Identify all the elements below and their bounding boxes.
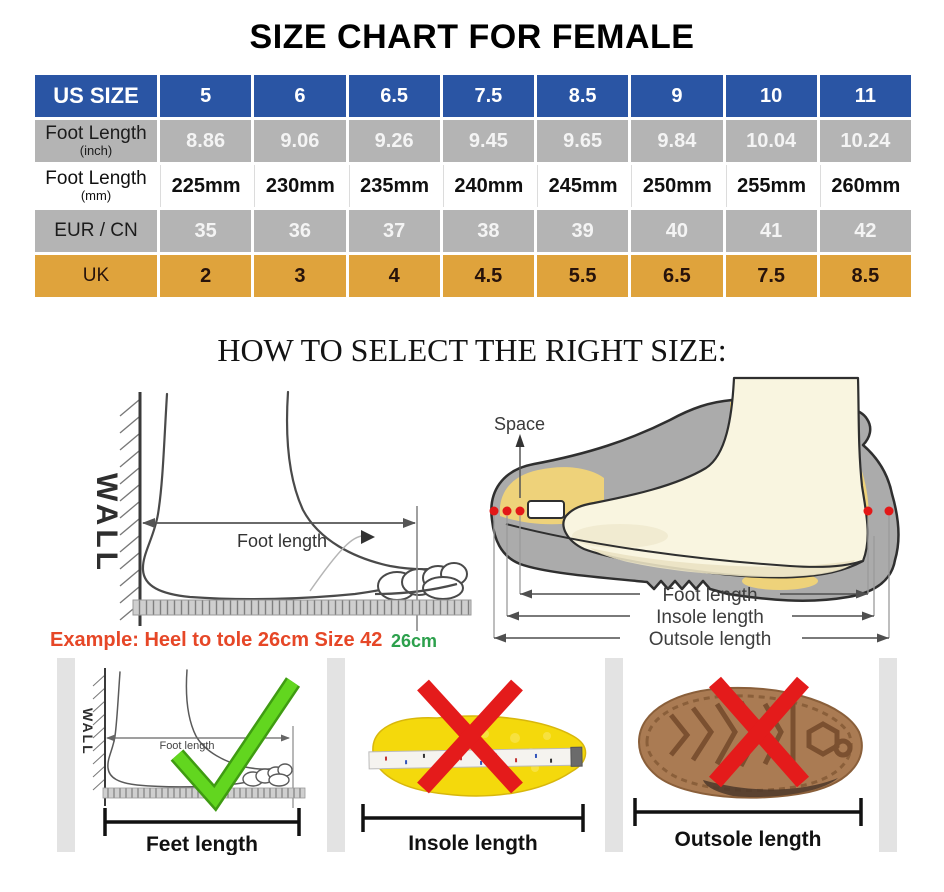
size-cell: 5.5 xyxy=(537,255,629,297)
table-row-3: EUR / CN 35 36 37 38 39 40 41 42 xyxy=(35,210,911,252)
size-cell: 230mm xyxy=(254,165,346,207)
space-label: Space xyxy=(494,414,545,434)
size-cell: 3 xyxy=(254,255,346,297)
size-cell: 9.06 xyxy=(254,120,346,162)
measure-point-dots xyxy=(489,506,894,516)
small-arrow xyxy=(361,530,375,544)
size-cell: 8.5 xyxy=(819,255,911,297)
size-cell: 41 xyxy=(725,210,817,252)
size-cell: 35 xyxy=(160,210,252,252)
page-title: SIZE CHART FOR FEMALE xyxy=(249,18,695,56)
row-label: US SIZE xyxy=(35,75,157,117)
size-cell: 250mm xyxy=(631,165,723,207)
size-cell: 10.04 xyxy=(725,120,817,162)
size-cell: 39 xyxy=(537,210,629,252)
toe-space-gap xyxy=(527,500,565,519)
size-cell: 9.65 xyxy=(537,120,629,162)
size-cell: 235mm xyxy=(348,165,440,207)
wall-label: WALL xyxy=(90,473,123,574)
insole-line xyxy=(505,523,863,568)
panel-separator xyxy=(605,658,623,852)
example-note: Example: Heel to tole 26cm Size 42 xyxy=(50,629,383,651)
shoe-cross-section-diagram: Space Foot length Insole length Outsole xyxy=(489,376,900,650)
panel-insole-length: Insole length xyxy=(361,679,587,855)
shoe-outsole-length-label: Outsole length xyxy=(649,629,772,650)
cross-icon xyxy=(417,679,523,794)
size-cell: 255mm xyxy=(725,165,817,207)
size-cell: 6.5 xyxy=(631,255,723,297)
panel-separator xyxy=(57,658,75,852)
size-chart-table: US SIZE 5 6 6.5 7.5 8.5 9 10 11 Foot Length (inch)… xyxy=(35,75,911,297)
row-label: UK xyxy=(35,255,157,297)
size-cell: 9.84 xyxy=(631,120,723,162)
size-cell: 260mm xyxy=(819,165,911,207)
size-cell: 6.5 xyxy=(348,75,440,117)
row-label: Foot Length (mm) xyxy=(35,165,157,207)
section-heading: HOW TO SELECT THE RIGHT SIZE: xyxy=(217,332,727,368)
shoe-insole-length-label: Insole length xyxy=(656,607,764,628)
size-cell: 225mm xyxy=(160,165,252,207)
table-row-2: Foot Length (mm) 225mm 230mm 235mm 240mm 245mm… xyxy=(35,165,911,207)
size-cell: 10.24 xyxy=(819,120,911,162)
row-label: Foot Length (inch) xyxy=(35,120,157,162)
size-cell: 8.86 xyxy=(160,120,252,162)
size-cell: 9.45 xyxy=(442,120,534,162)
size-cell: 2 xyxy=(160,255,252,297)
dimension-lines xyxy=(494,593,889,639)
measure-bracket xyxy=(633,798,863,826)
panel-insole-length-label: Insole length xyxy=(408,832,538,855)
foot-outline xyxy=(141,390,461,601)
table-row-0: US SIZE 5 6 6.5 7.5 8.5 9 10 11 xyxy=(35,75,911,117)
size-cell: 8.5 xyxy=(537,75,629,117)
panel-feet-length-label: Feet length xyxy=(146,833,258,855)
size-cell: 4 xyxy=(348,255,440,297)
cross-icon xyxy=(708,676,810,788)
size-cell: 10 xyxy=(725,75,817,117)
size-cell: 6 xyxy=(254,75,346,117)
measurement-26cm: 26cm xyxy=(391,631,438,651)
size-cell: 38 xyxy=(442,210,534,252)
table-row-1: Foot Length (inch) 8.86 9.06 9.26 9.45 9.65 9.8… xyxy=(35,120,911,162)
size-cell: 245mm xyxy=(537,165,629,207)
measure-bracket xyxy=(103,808,301,836)
size-cell: 7.5 xyxy=(725,255,817,297)
size-cell: 9 xyxy=(631,75,723,117)
panel-separator xyxy=(879,658,897,852)
panel-outsole-length: Outsole length xyxy=(633,676,863,851)
panel-foot-length-label: Foot length xyxy=(159,740,214,752)
ruler xyxy=(132,599,472,616)
panel-wall-label: WALL xyxy=(80,708,96,756)
size-cell: 5 xyxy=(160,75,252,117)
size-cell: 7.5 xyxy=(442,75,534,117)
panel-separator xyxy=(327,658,345,852)
panel-feet-length: WALL Foot length Feet length xyxy=(80,668,306,855)
measure-bracket xyxy=(361,804,585,832)
panel-outsole-length-label: Outsole length xyxy=(675,828,822,851)
size-cell: 42 xyxy=(819,210,911,252)
size-cell: 9.26 xyxy=(348,120,440,162)
size-cell: 11 xyxy=(819,75,911,117)
row-label: EUR / CN xyxy=(35,210,157,252)
size-cell: 37 xyxy=(348,210,440,252)
size-cell: 36 xyxy=(254,210,346,252)
wall-foot-measure-diagram: WALL Foot length xyxy=(90,390,472,631)
shoe-foot-length-label: Foot length xyxy=(662,585,757,606)
size-cell: 4.5 xyxy=(442,255,534,297)
foot-length-label: Foot length xyxy=(237,531,327,551)
extension-lines xyxy=(493,516,890,638)
size-cell: 40 xyxy=(631,210,723,252)
table-row-4: UK 2 3 4 4.5 5.5 6.5 7.5 8.5 xyxy=(35,255,911,297)
size-cell: 240mm xyxy=(442,165,534,207)
